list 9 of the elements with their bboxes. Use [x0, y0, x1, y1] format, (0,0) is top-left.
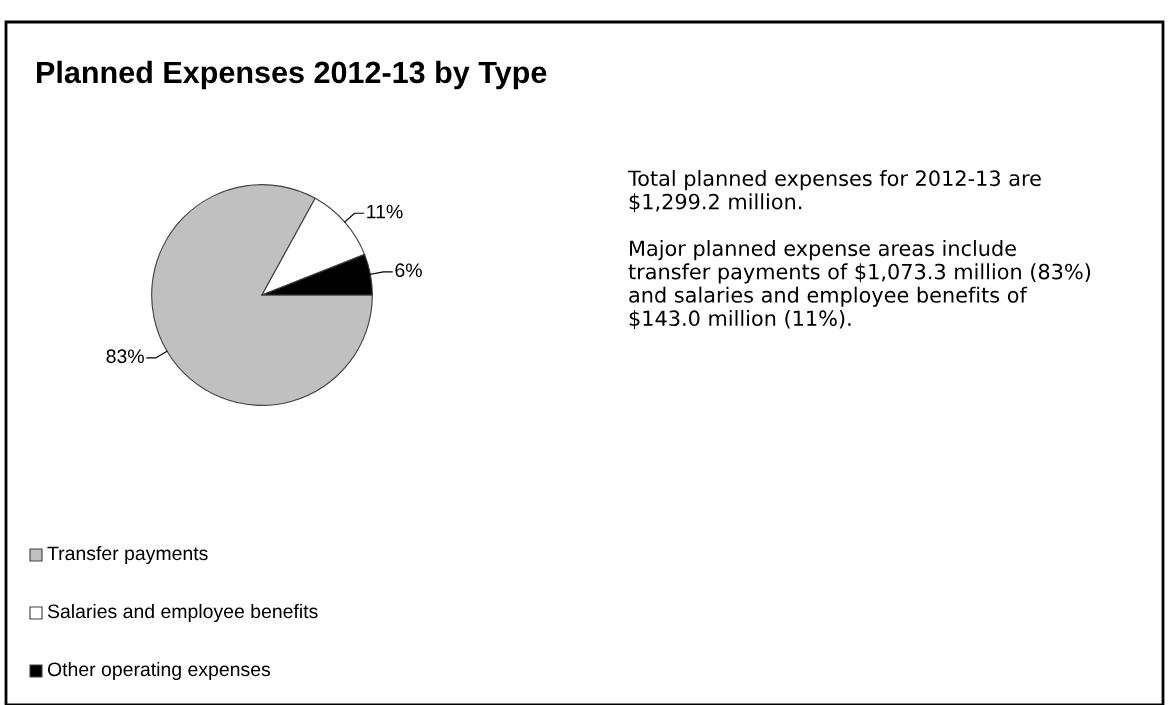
text: Total planned expenses for 2012-13 are $1,299.2 million.: [627, 170, 1041, 213]
legend-label: Salaries and employee benefits: [47, 603, 318, 623]
text: Major planned expense areas include transfer payments of $1,073.3 million (83%) and salaries and employee benefits of $143.0 million (11%).: [628, 240, 1091, 329]
legend-label: Transfer payments: [47, 545, 208, 565]
data-label: 6%: [395, 263, 422, 278]
data-label: 83%: [106, 349, 144, 364]
data-label: 11%: [367, 204, 403, 219]
chart-title: Planned Expenses 2012-13 by Type: [37, 60, 547, 90]
legend-label: Other operating expenses: [47, 661, 271, 681]
